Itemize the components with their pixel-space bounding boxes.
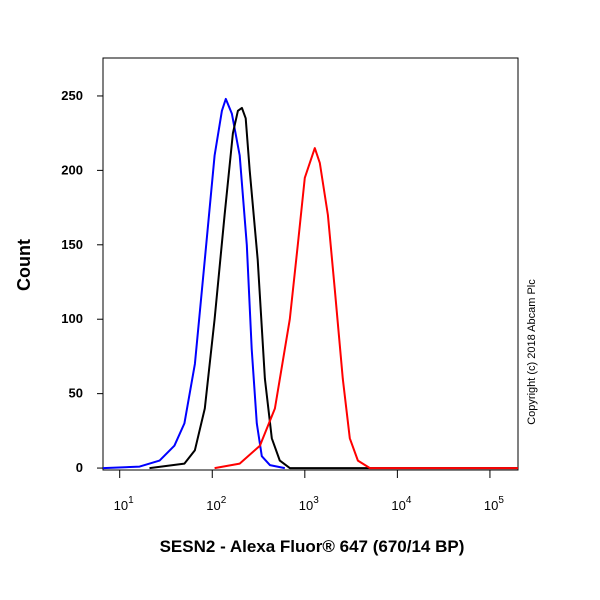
x-tick-base: 10 [206, 498, 220, 513]
histogram-line [149, 106, 518, 470]
x-tick-label: 105 [484, 495, 504, 513]
y-tick-label: 100 [61, 311, 83, 326]
y-tick-label: 250 [61, 88, 83, 103]
x-tick-exponent: 3 [313, 495, 319, 506]
histogram-line [102, 97, 285, 470]
plot-frame [102, 57, 519, 471]
x-tick-exponent: 5 [498, 495, 504, 506]
x-tick-exponent: 1 [128, 495, 134, 506]
copyright-note: Copyright (c) 2018 Abcam Plc [526, 279, 538, 425]
y-tick-label: 50 [69, 386, 83, 401]
x-axis-label: SESN2 - Alexa Fluor® 647 (670/14 BP) [160, 537, 465, 556]
y-tick-label: 150 [61, 237, 83, 252]
x-tick-base: 10 [391, 498, 405, 513]
x-tick-label: 101 [114, 495, 134, 513]
x-tick-label: 103 [299, 495, 319, 513]
y-tick-label: 200 [61, 162, 83, 177]
y-axis-label: Count [14, 239, 34, 291]
x-tick-base: 10 [299, 498, 313, 513]
x-tick-exponent: 2 [221, 495, 227, 506]
x-tick-exponent: 4 [406, 495, 412, 506]
histogram-line [214, 147, 518, 470]
x-tick-base: 10 [114, 498, 128, 513]
x-tick-base: 10 [484, 498, 498, 513]
y-tick-label: 0 [76, 460, 83, 475]
x-tick-label: 104 [391, 495, 411, 513]
x-tick-label: 102 [206, 495, 226, 513]
